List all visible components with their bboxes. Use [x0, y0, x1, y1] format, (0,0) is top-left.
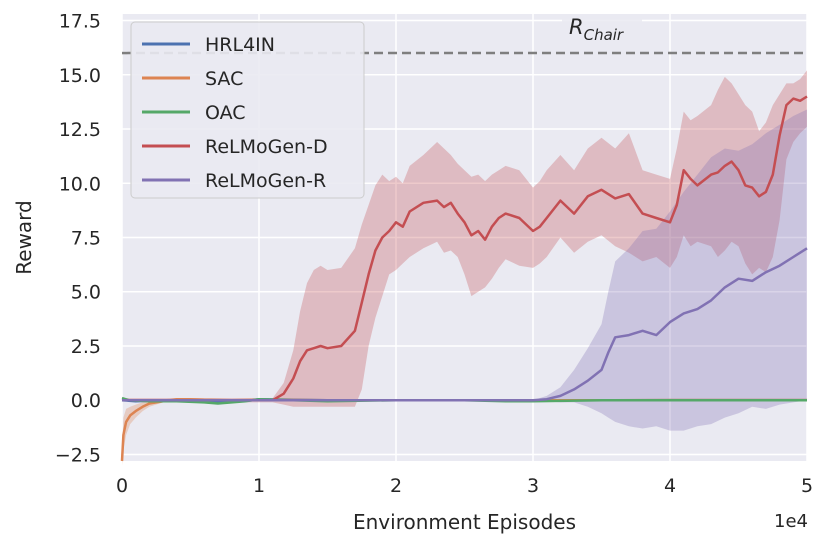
line-relmogen-d: [122, 95, 808, 402]
x-tick-label: 1: [253, 475, 265, 497]
band-relmogen-d: [122, 70, 807, 407]
y-tick-label: 0.0: [71, 390, 101, 412]
band-relmogen-r: [122, 109, 807, 431]
y-tick-label: 5.0: [71, 282, 101, 304]
x-tick-label: 2: [390, 475, 402, 497]
reference-line-label: RChair: [569, 15, 624, 44]
legend-label-oac: OAC: [205, 102, 246, 124]
y-tick-label: 10.0: [59, 173, 101, 195]
y-axis-label: Reward: [12, 200, 36, 274]
y-tick-label: 12.5: [59, 119, 101, 141]
legend-box: [130, 21, 365, 199]
y-axis-ticks: −2.5 0.0 2.5 5.0 7.5 10.0 12.5 15.0 17.5: [55, 11, 101, 467]
confidence-bands: [122, 70, 807, 466]
y-tick-label: 17.5: [59, 11, 101, 33]
legend-label-relmogen-r: ReLMoGen-R: [205, 170, 326, 192]
reference-label-subscript: Chair: [584, 26, 624, 44]
y-tick-label: 15.0: [59, 65, 101, 87]
y-tick-label: 2.5: [71, 336, 101, 358]
legend: HRL4IN SAC OAC ReLMoGen-D ReLMoGen-R: [130, 21, 365, 199]
x-tick-label: 5: [801, 475, 813, 497]
x-tick-label: 0: [116, 475, 128, 497]
legend-label-sac: SAC: [205, 68, 243, 90]
series-lines: [120, 95, 808, 462]
legend-label-hrl4in: HRL4IN: [205, 34, 275, 56]
x-tick-label: 3: [527, 475, 539, 497]
legend-label-relmogen-d: ReLMoGen-D: [205, 136, 328, 158]
y-tick-label: −2.5: [55, 444, 101, 466]
line-relmogen-r: [122, 247, 808, 402]
reference-label-box: [562, 14, 642, 44]
x-axis-multiplier: 1e4: [774, 511, 808, 532]
x-axis-label: Environment Episodes: [353, 510, 576, 534]
reference-label-main: R: [569, 15, 584, 39]
x-tick-label: 4: [664, 475, 676, 497]
x-axis-ticks: 0 1 2 3 4 5: [116, 475, 813, 497]
y-tick-label: 7.5: [71, 228, 101, 250]
